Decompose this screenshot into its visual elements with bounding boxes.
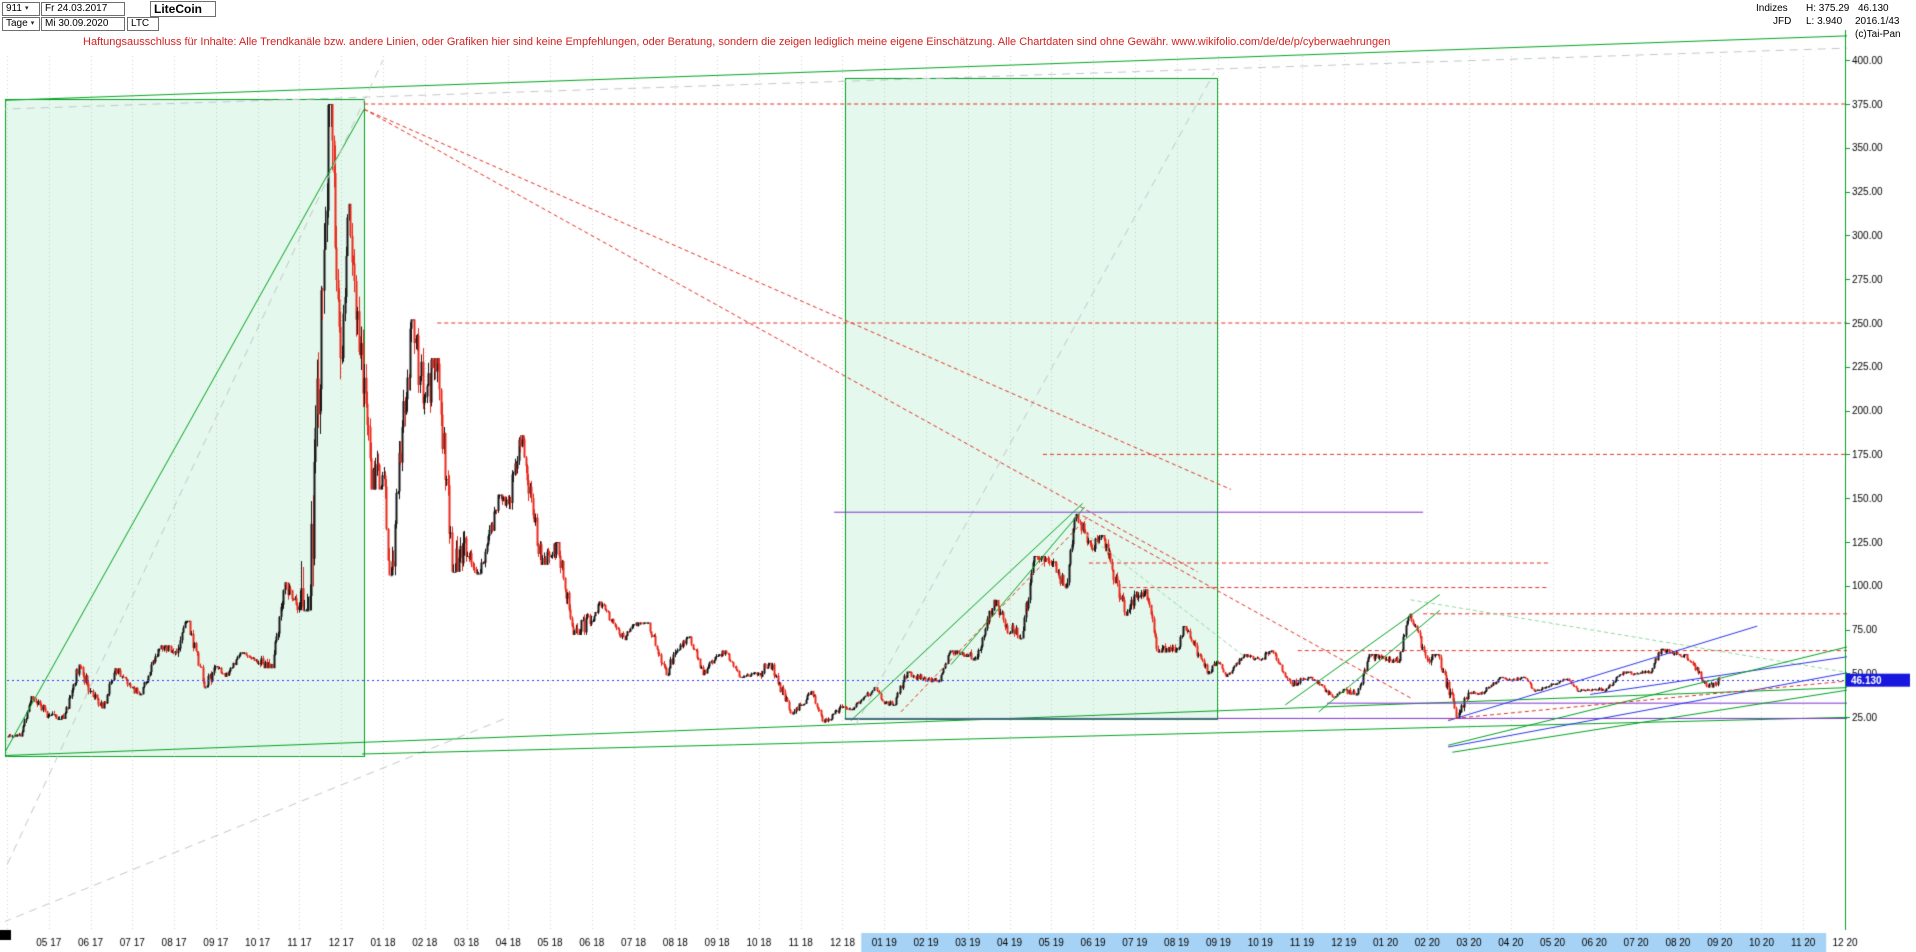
end-date-value: Mi 30.09.2020 <box>45 18 109 29</box>
chevron-down-icon: ▾ <box>24 5 29 12</box>
period-low-label: L: 3.940 <box>1806 16 1843 27</box>
copyright-label: (c)Tai-Pan <box>1855 29 1901 40</box>
end-date-field[interactable]: Mi 30.09.2020 <box>41 17 125 31</box>
provider-label: JFD <box>1773 16 1792 27</box>
instrument-title: LiteCoin <box>150 1 216 17</box>
bar-count-dropdown[interactable]: 911 ▾ <box>2 2 40 16</box>
index-group-label: Indizes <box>1756 3 1788 14</box>
disclaimer-text: Haftungsausschluss für Inhalte: Alle Tre… <box>83 36 1391 48</box>
start-date-field[interactable]: Fr 24.03.2017 <box>41 2 125 16</box>
week-info-label: 2016.1/43 <box>1855 16 1900 27</box>
symbol-text: LTC <box>131 18 150 29</box>
period-dropdown[interactable]: Tage ▾ <box>2 17 40 31</box>
period-value: Tage <box>6 18 28 29</box>
symbol-label: LTC <box>127 17 159 31</box>
period-high-label: H: 375.29 <box>1806 3 1850 14</box>
start-date-value: Fr 24.03.2017 <box>45 3 108 14</box>
bar-count-value: 911 <box>6 3 22 14</box>
chevron-down-icon: ▾ <box>30 20 35 27</box>
last-price-label: 46.130 <box>1858 3 1889 14</box>
instrument-title-text: LiteCoin <box>154 2 202 16</box>
